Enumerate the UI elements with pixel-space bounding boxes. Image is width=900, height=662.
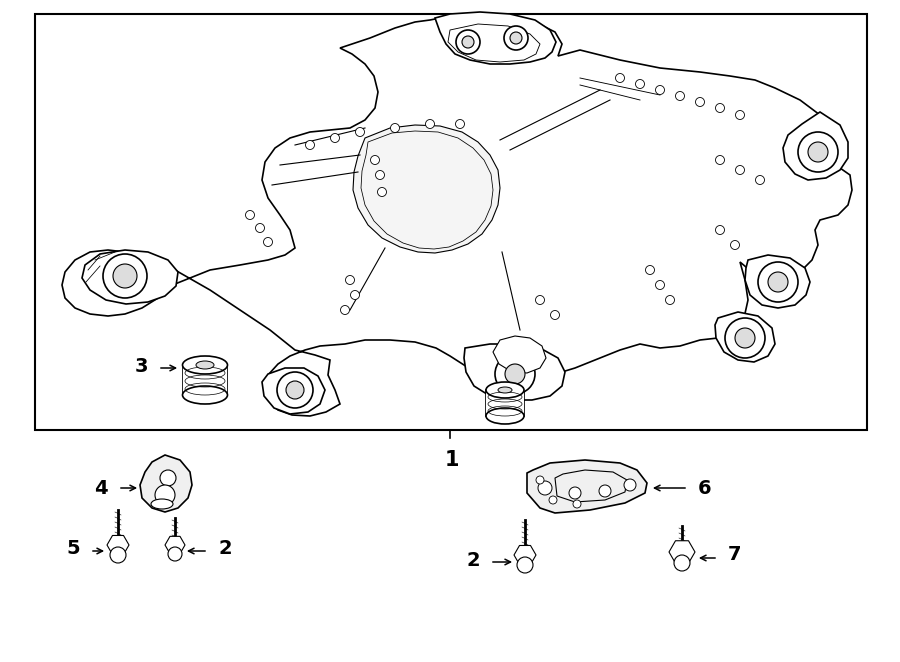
Circle shape — [517, 557, 533, 573]
Circle shape — [735, 166, 744, 175]
Circle shape — [725, 318, 765, 358]
Circle shape — [768, 272, 788, 292]
Circle shape — [696, 97, 705, 107]
Circle shape — [676, 91, 685, 101]
Polygon shape — [486, 390, 524, 416]
Polygon shape — [715, 312, 775, 362]
Circle shape — [340, 305, 349, 314]
Circle shape — [538, 481, 552, 495]
Text: 1: 1 — [445, 450, 459, 470]
Circle shape — [735, 111, 744, 120]
Text: 4: 4 — [94, 479, 108, 498]
Circle shape — [462, 36, 474, 48]
Circle shape — [674, 555, 690, 571]
Circle shape — [350, 291, 359, 299]
Circle shape — [549, 496, 557, 504]
Circle shape — [758, 262, 798, 302]
Circle shape — [616, 73, 625, 83]
Circle shape — [716, 226, 724, 234]
Polygon shape — [62, 14, 852, 416]
Circle shape — [264, 238, 273, 246]
Text: 7: 7 — [728, 545, 742, 565]
Polygon shape — [783, 112, 848, 180]
Circle shape — [716, 156, 724, 164]
Circle shape — [551, 310, 560, 320]
Circle shape — [645, 265, 654, 275]
Circle shape — [569, 487, 581, 499]
Circle shape — [377, 187, 386, 197]
Circle shape — [755, 175, 764, 185]
Text: 2: 2 — [218, 538, 231, 557]
Circle shape — [330, 134, 339, 142]
Ellipse shape — [486, 408, 524, 424]
Circle shape — [635, 79, 644, 89]
Circle shape — [536, 476, 544, 484]
Circle shape — [716, 103, 724, 113]
Polygon shape — [464, 344, 565, 400]
Ellipse shape — [183, 386, 228, 404]
Circle shape — [735, 328, 755, 348]
Polygon shape — [353, 125, 500, 253]
Circle shape — [305, 140, 314, 150]
Circle shape — [246, 211, 255, 220]
Polygon shape — [140, 455, 192, 512]
Polygon shape — [82, 250, 178, 304]
Circle shape — [168, 547, 182, 561]
Bar — [35, 14, 867, 430]
Circle shape — [371, 156, 380, 164]
Circle shape — [536, 295, 544, 305]
Text: 6: 6 — [698, 479, 712, 498]
Ellipse shape — [151, 499, 173, 509]
Circle shape — [456, 30, 480, 54]
Circle shape — [505, 364, 525, 384]
Ellipse shape — [498, 387, 512, 393]
Circle shape — [655, 281, 664, 289]
Circle shape — [655, 85, 664, 95]
Circle shape — [798, 132, 838, 172]
Text: 3: 3 — [134, 357, 148, 375]
Ellipse shape — [183, 356, 228, 374]
Circle shape — [495, 354, 535, 394]
Circle shape — [573, 500, 581, 508]
Circle shape — [256, 224, 265, 232]
Circle shape — [624, 479, 636, 491]
Polygon shape — [262, 368, 325, 414]
Circle shape — [160, 470, 176, 486]
Circle shape — [346, 275, 355, 285]
Circle shape — [375, 171, 384, 179]
Circle shape — [277, 372, 313, 408]
Polygon shape — [745, 255, 810, 308]
Circle shape — [510, 32, 522, 44]
Circle shape — [455, 120, 464, 128]
Circle shape — [391, 124, 400, 132]
Polygon shape — [493, 336, 546, 373]
Circle shape — [504, 26, 528, 50]
Circle shape — [599, 485, 611, 497]
Polygon shape — [435, 12, 556, 64]
Polygon shape — [527, 460, 647, 513]
Circle shape — [731, 240, 740, 250]
Text: 2: 2 — [466, 551, 480, 569]
Text: 5: 5 — [67, 538, 80, 557]
Circle shape — [113, 264, 137, 288]
Circle shape — [286, 381, 304, 399]
Circle shape — [808, 142, 828, 162]
Circle shape — [356, 128, 364, 136]
Polygon shape — [183, 365, 227, 395]
Circle shape — [103, 254, 147, 298]
Circle shape — [665, 295, 674, 305]
Circle shape — [426, 120, 435, 128]
Ellipse shape — [486, 382, 524, 398]
Circle shape — [110, 547, 126, 563]
Ellipse shape — [196, 361, 214, 369]
Circle shape — [155, 485, 175, 505]
